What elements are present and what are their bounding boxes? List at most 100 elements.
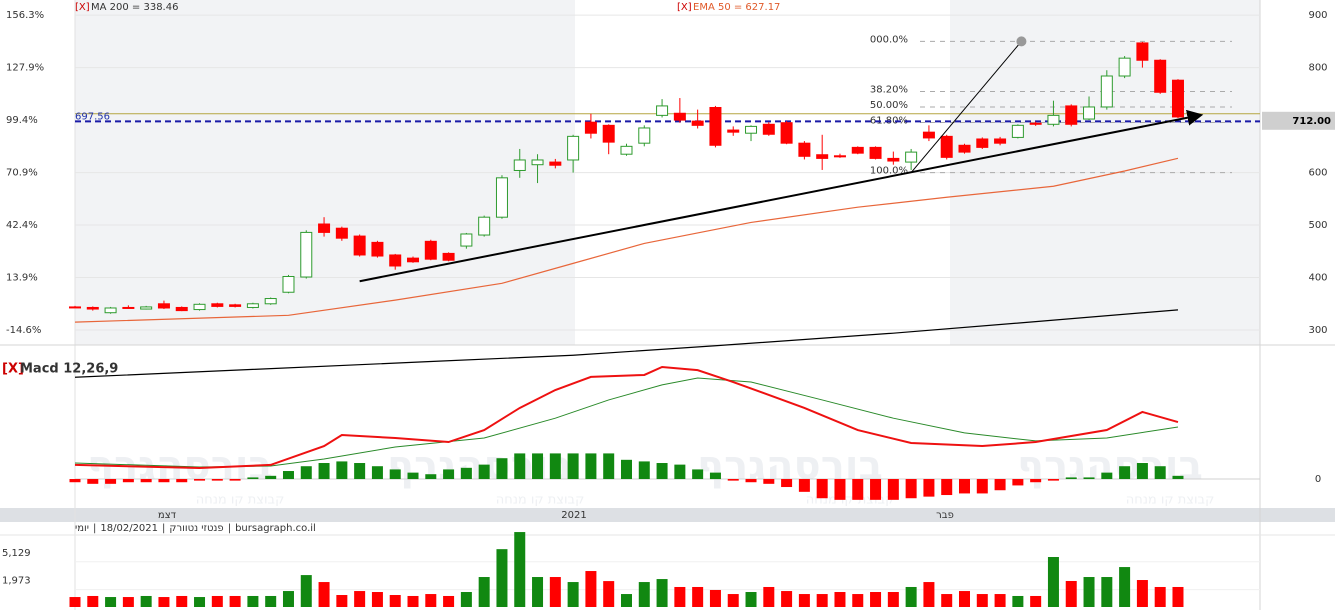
volume-bar bbox=[1101, 577, 1113, 607]
histogram-bar bbox=[549, 453, 561, 480]
histogram-bar bbox=[425, 474, 437, 480]
candle-body bbox=[922, 131, 935, 139]
candle-body bbox=[833, 155, 846, 158]
histogram-bar bbox=[1083, 477, 1095, 480]
histogram-bar bbox=[336, 461, 348, 480]
candle-body bbox=[816, 154, 829, 159]
volume-bar bbox=[638, 582, 650, 607]
candle-body bbox=[620, 145, 633, 155]
volume-bar bbox=[567, 582, 579, 607]
histogram-bar bbox=[585, 453, 597, 480]
volume-bar bbox=[443, 595, 455, 607]
histogram-bar bbox=[158, 479, 170, 483]
watermark-tagline: קבוצת קו מנחה bbox=[496, 493, 585, 508]
volume-bar bbox=[674, 586, 686, 607]
histogram-bar bbox=[816, 479, 828, 499]
volume-bar bbox=[887, 592, 899, 607]
y-tick-label: 1,973 bbox=[2, 576, 31, 587]
candle-body bbox=[745, 125, 758, 134]
candle-body bbox=[282, 275, 295, 293]
candle-body bbox=[940, 135, 953, 158]
candle-body bbox=[851, 146, 864, 154]
candle-body bbox=[869, 146, 882, 159]
candle-body bbox=[69, 306, 81, 309]
histogram-bar bbox=[211, 479, 223, 481]
candle-body bbox=[104, 307, 117, 314]
macd-title: Macd 12,26,9 bbox=[20, 362, 118, 377]
candle-body bbox=[193, 303, 206, 311]
candle-body bbox=[1118, 57, 1131, 77]
volume-bar bbox=[852, 594, 864, 607]
volume-bar bbox=[87, 595, 99, 607]
volume-bar bbox=[158, 597, 170, 607]
candle-body bbox=[905, 151, 918, 163]
volume-bar bbox=[1030, 595, 1042, 607]
volume-bar bbox=[905, 586, 917, 607]
volume-bar bbox=[69, 597, 81, 607]
histogram-bar bbox=[763, 479, 775, 484]
histogram-bar bbox=[923, 479, 935, 497]
volume-bar bbox=[194, 597, 206, 607]
volume-bar bbox=[923, 582, 935, 607]
candle-body bbox=[513, 159, 526, 171]
candle-body bbox=[1154, 59, 1167, 93]
histogram-bar bbox=[852, 479, 864, 500]
volume-bar bbox=[460, 592, 472, 607]
volume-bar bbox=[265, 595, 277, 607]
volume-bar bbox=[354, 591, 366, 607]
y-tick-label: 5,129 bbox=[2, 548, 31, 559]
histogram-bar bbox=[1154, 466, 1166, 480]
candle-body bbox=[549, 161, 562, 166]
histogram-bar bbox=[745, 479, 757, 483]
candle-body bbox=[424, 240, 437, 260]
close-marker: [X] bbox=[2, 362, 24, 377]
fib-label: 100.0% bbox=[870, 166, 908, 177]
ema-line bbox=[74, 157, 1179, 323]
histogram-bar bbox=[407, 472, 419, 480]
volume-bar bbox=[941, 594, 953, 607]
volume-bar bbox=[763, 586, 775, 607]
volume-bar bbox=[300, 575, 312, 607]
candle-body bbox=[86, 306, 99, 310]
histogram-bar bbox=[692, 469, 704, 480]
volume-bar bbox=[282, 591, 294, 607]
candle-body bbox=[211, 303, 224, 307]
watermark-tagline: קבוצת קו מנחה bbox=[196, 493, 285, 508]
fib-label: 000.0% bbox=[870, 34, 908, 45]
volume-bar bbox=[549, 577, 561, 607]
volume-bar bbox=[1012, 595, 1024, 607]
date: 18/02/2021 bbox=[100, 523, 159, 534]
volume-bar bbox=[1172, 586, 1184, 607]
candle-body bbox=[798, 142, 811, 157]
candle-body bbox=[656, 105, 669, 116]
candle-body bbox=[460, 233, 473, 247]
histogram-bar bbox=[229, 479, 241, 481]
candle-body bbox=[495, 177, 508, 218]
volume-bar bbox=[1047, 557, 1059, 607]
histogram-bar bbox=[870, 479, 882, 500]
candle-body bbox=[175, 306, 188, 312]
volume-bar bbox=[140, 595, 152, 607]
volume-bar bbox=[176, 595, 188, 607]
macd-line bbox=[74, 365, 1179, 469]
histogram-bar bbox=[282, 471, 294, 480]
histogram-bar bbox=[834, 479, 846, 500]
signal-line bbox=[74, 377, 1179, 468]
histogram-bar bbox=[1101, 472, 1113, 480]
histogram-bar bbox=[1012, 479, 1024, 486]
histogram-bar bbox=[1172, 475, 1184, 480]
candle-body bbox=[246, 303, 259, 308]
histogram-bar bbox=[478, 464, 490, 480]
candle-body bbox=[976, 138, 989, 148]
close-marker: [X] bbox=[677, 2, 692, 13]
footer: יומי | 18/02/2021 | פנטזי נטוורק | bursa… bbox=[75, 522, 316, 536]
volume-bar bbox=[745, 592, 757, 607]
histogram-bar bbox=[105, 479, 117, 484]
candle-body bbox=[157, 303, 170, 309]
indicator-label: EMA 50 = 627.17 bbox=[693, 2, 780, 13]
candle-body bbox=[140, 306, 153, 310]
site: bursagraph.co.il bbox=[235, 523, 316, 534]
histogram-bar bbox=[941, 479, 953, 496]
histogram-bar bbox=[1047, 479, 1059, 481]
